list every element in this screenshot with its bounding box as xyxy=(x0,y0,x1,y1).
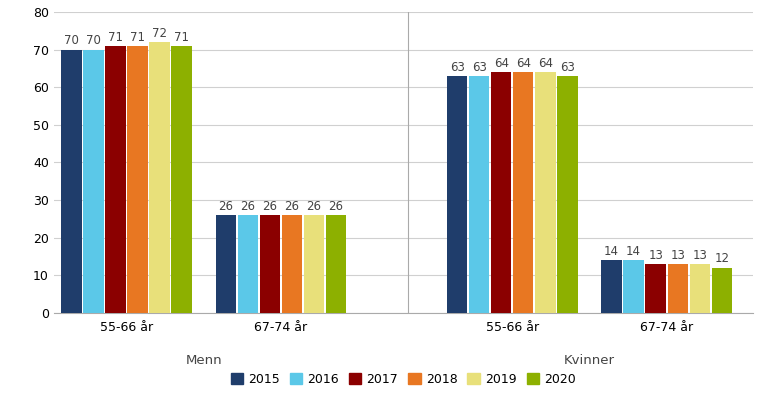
Bar xyxy=(667,264,688,313)
Text: 14: 14 xyxy=(626,245,641,258)
Text: 26: 26 xyxy=(329,200,343,213)
Bar xyxy=(150,42,170,313)
Bar xyxy=(601,260,621,313)
Text: 13: 13 xyxy=(648,249,663,262)
Text: Kvinner: Kvinner xyxy=(564,354,615,367)
Text: 13: 13 xyxy=(692,249,707,262)
Bar xyxy=(624,260,644,313)
Text: 71: 71 xyxy=(174,30,189,44)
Text: 14: 14 xyxy=(604,245,619,258)
Bar xyxy=(304,215,324,313)
Text: 26: 26 xyxy=(284,200,300,213)
Bar xyxy=(260,215,280,313)
Bar xyxy=(513,72,534,313)
Bar xyxy=(105,46,126,313)
Text: 26: 26 xyxy=(263,200,277,213)
Bar xyxy=(216,215,236,313)
Bar xyxy=(690,264,710,313)
Bar xyxy=(127,46,147,313)
Bar xyxy=(326,215,346,313)
Text: 70: 70 xyxy=(64,34,79,47)
Bar xyxy=(237,215,258,313)
Bar xyxy=(282,215,302,313)
Bar xyxy=(645,264,666,313)
Bar xyxy=(492,72,511,313)
Bar xyxy=(447,76,468,313)
Text: 12: 12 xyxy=(714,252,730,265)
Text: 70: 70 xyxy=(86,34,101,47)
Text: 26: 26 xyxy=(240,200,255,213)
Text: Menn: Menn xyxy=(185,354,222,367)
Text: 13: 13 xyxy=(670,249,685,262)
Bar xyxy=(83,50,104,313)
Bar xyxy=(712,268,732,313)
Text: 64: 64 xyxy=(538,57,553,70)
Text: 26: 26 xyxy=(218,200,233,213)
Text: 63: 63 xyxy=(472,61,487,74)
Text: 63: 63 xyxy=(560,61,575,74)
Legend: 2015, 2016, 2017, 2018, 2019, 2020: 2015, 2016, 2017, 2018, 2019, 2020 xyxy=(226,368,581,391)
Bar xyxy=(171,46,192,313)
Text: 63: 63 xyxy=(450,61,465,74)
Bar xyxy=(535,72,555,313)
Text: 64: 64 xyxy=(494,57,509,70)
Bar xyxy=(469,76,489,313)
Bar xyxy=(61,50,81,313)
Text: 26: 26 xyxy=(306,200,322,213)
Bar xyxy=(558,76,578,313)
Text: 71: 71 xyxy=(130,30,145,44)
Text: 71: 71 xyxy=(108,30,123,44)
Text: 72: 72 xyxy=(152,27,167,40)
Text: 64: 64 xyxy=(516,57,531,70)
